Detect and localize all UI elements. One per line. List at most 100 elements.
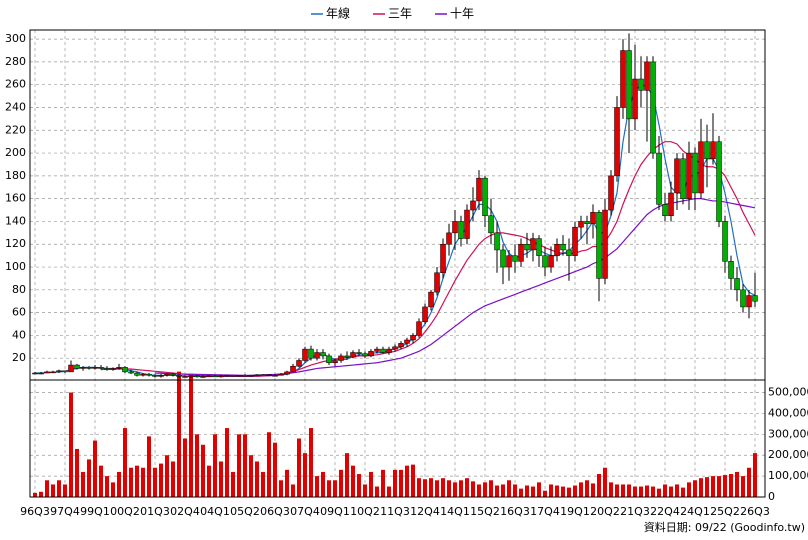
- volume-bar: [561, 486, 565, 497]
- candle-body: [188, 375, 194, 378]
- volume-bar: [153, 467, 157, 497]
- volume-bar: [279, 480, 283, 497]
- x-tick-label: 97Q4: [50, 505, 80, 518]
- candle-body: [62, 370, 68, 373]
- candle-body: [614, 107, 620, 177]
- volume-bar: [39, 491, 43, 497]
- x-tick-label: 19Q1: [560, 505, 590, 518]
- candle-body: [98, 367, 104, 369]
- candle-body: [290, 365, 296, 373]
- volume-bar: [375, 486, 379, 497]
- volume-bar: [699, 478, 703, 497]
- volume-bar: [249, 455, 253, 497]
- volume-bar: [675, 484, 679, 497]
- volume-bar: [669, 486, 673, 497]
- candle-body: [254, 374, 260, 376]
- candle-body: [434, 272, 440, 293]
- candle-body: [134, 372, 140, 376]
- candle-body: [470, 200, 476, 211]
- candle-body: [38, 372, 44, 375]
- y-tick-label: 200: [5, 146, 26, 159]
- volume-bar: [381, 469, 385, 497]
- volume-bar: [273, 442, 277, 497]
- volume-bar: [597, 474, 601, 497]
- volume-bar: [63, 484, 67, 497]
- volume-bar: [171, 461, 175, 497]
- volume-bar: [681, 487, 685, 497]
- volume-bar: [507, 480, 511, 497]
- volume-bar: [705, 477, 709, 497]
- volume-bar: [105, 476, 109, 497]
- candle-body: [236, 375, 242, 377]
- candle-body: [344, 355, 350, 358]
- candle-body: [650, 61, 656, 154]
- candle-body: [272, 375, 278, 377]
- legend-label: 十年: [450, 7, 474, 21]
- candle-body: [86, 367, 92, 369]
- candle-body: [656, 152, 662, 205]
- candle-body: [32, 372, 38, 375]
- candle-body: [596, 212, 602, 279]
- x-tick-label: 10Q2: [350, 505, 380, 518]
- candle-body: [74, 364, 80, 369]
- candle-body: [704, 141, 710, 160]
- x-tick-label: 02Q4: [170, 505, 200, 518]
- volume-bar: [339, 469, 343, 497]
- candle-body: [608, 175, 614, 211]
- volume-bar: [555, 485, 559, 497]
- volume-bar: [321, 471, 325, 497]
- candle-body: [338, 355, 344, 361]
- y2-tick-label: 400,000: [768, 406, 808, 419]
- y-tick-label: 140: [5, 214, 26, 227]
- y2-tick-label: 300,000: [768, 427, 808, 440]
- volume-bar: [297, 438, 301, 497]
- volume-bar: [333, 480, 337, 497]
- volume-bar: [33, 492, 37, 497]
- candle-body: [140, 373, 146, 376]
- candle-body: [722, 221, 728, 262]
- volume-bar: [603, 467, 607, 497]
- volume-bar: [369, 471, 373, 497]
- candle-body: [158, 375, 164, 377]
- candle-body: [716, 141, 722, 222]
- y2-tick-label: 200,000: [768, 448, 808, 461]
- volume-bar: [45, 480, 49, 497]
- candle-body: [584, 221, 590, 224]
- candle-body: [308, 348, 314, 359]
- volume-bar: [261, 471, 265, 497]
- y-tick-label: 40: [12, 328, 26, 341]
- candle-body: [494, 232, 500, 251]
- candle-body: [710, 141, 716, 160]
- candle-body: [668, 192, 674, 217]
- candle-body: [320, 352, 326, 357]
- candle-body: [518, 243, 524, 262]
- volume-bar: [591, 483, 595, 497]
- volume-bar: [189, 373, 193, 497]
- candle-body: [728, 261, 734, 279]
- volume-bar: [69, 392, 73, 497]
- candle-body: [50, 371, 56, 374]
- candle-body: [278, 373, 284, 376]
- legend-label: 年線: [326, 6, 350, 21]
- candle-body: [170, 373, 176, 376]
- candle-body: [206, 375, 212, 378]
- candle-body: [446, 232, 452, 245]
- volume-bar: [141, 467, 145, 497]
- volume-bar: [513, 484, 517, 497]
- candle-body: [422, 306, 428, 322]
- volume-bar: [423, 479, 427, 497]
- candle-body: [536, 238, 542, 256]
- volume-bar: [243, 434, 247, 497]
- candle-body: [80, 367, 86, 369]
- candle-body: [506, 255, 512, 268]
- volume-bar: [57, 480, 61, 497]
- volume-bar: [357, 474, 361, 497]
- candle-body: [626, 50, 632, 120]
- candle-body: [632, 78, 638, 120]
- candle-body: [152, 375, 158, 377]
- candle-body: [752, 295, 758, 302]
- volume-bar: [723, 475, 727, 497]
